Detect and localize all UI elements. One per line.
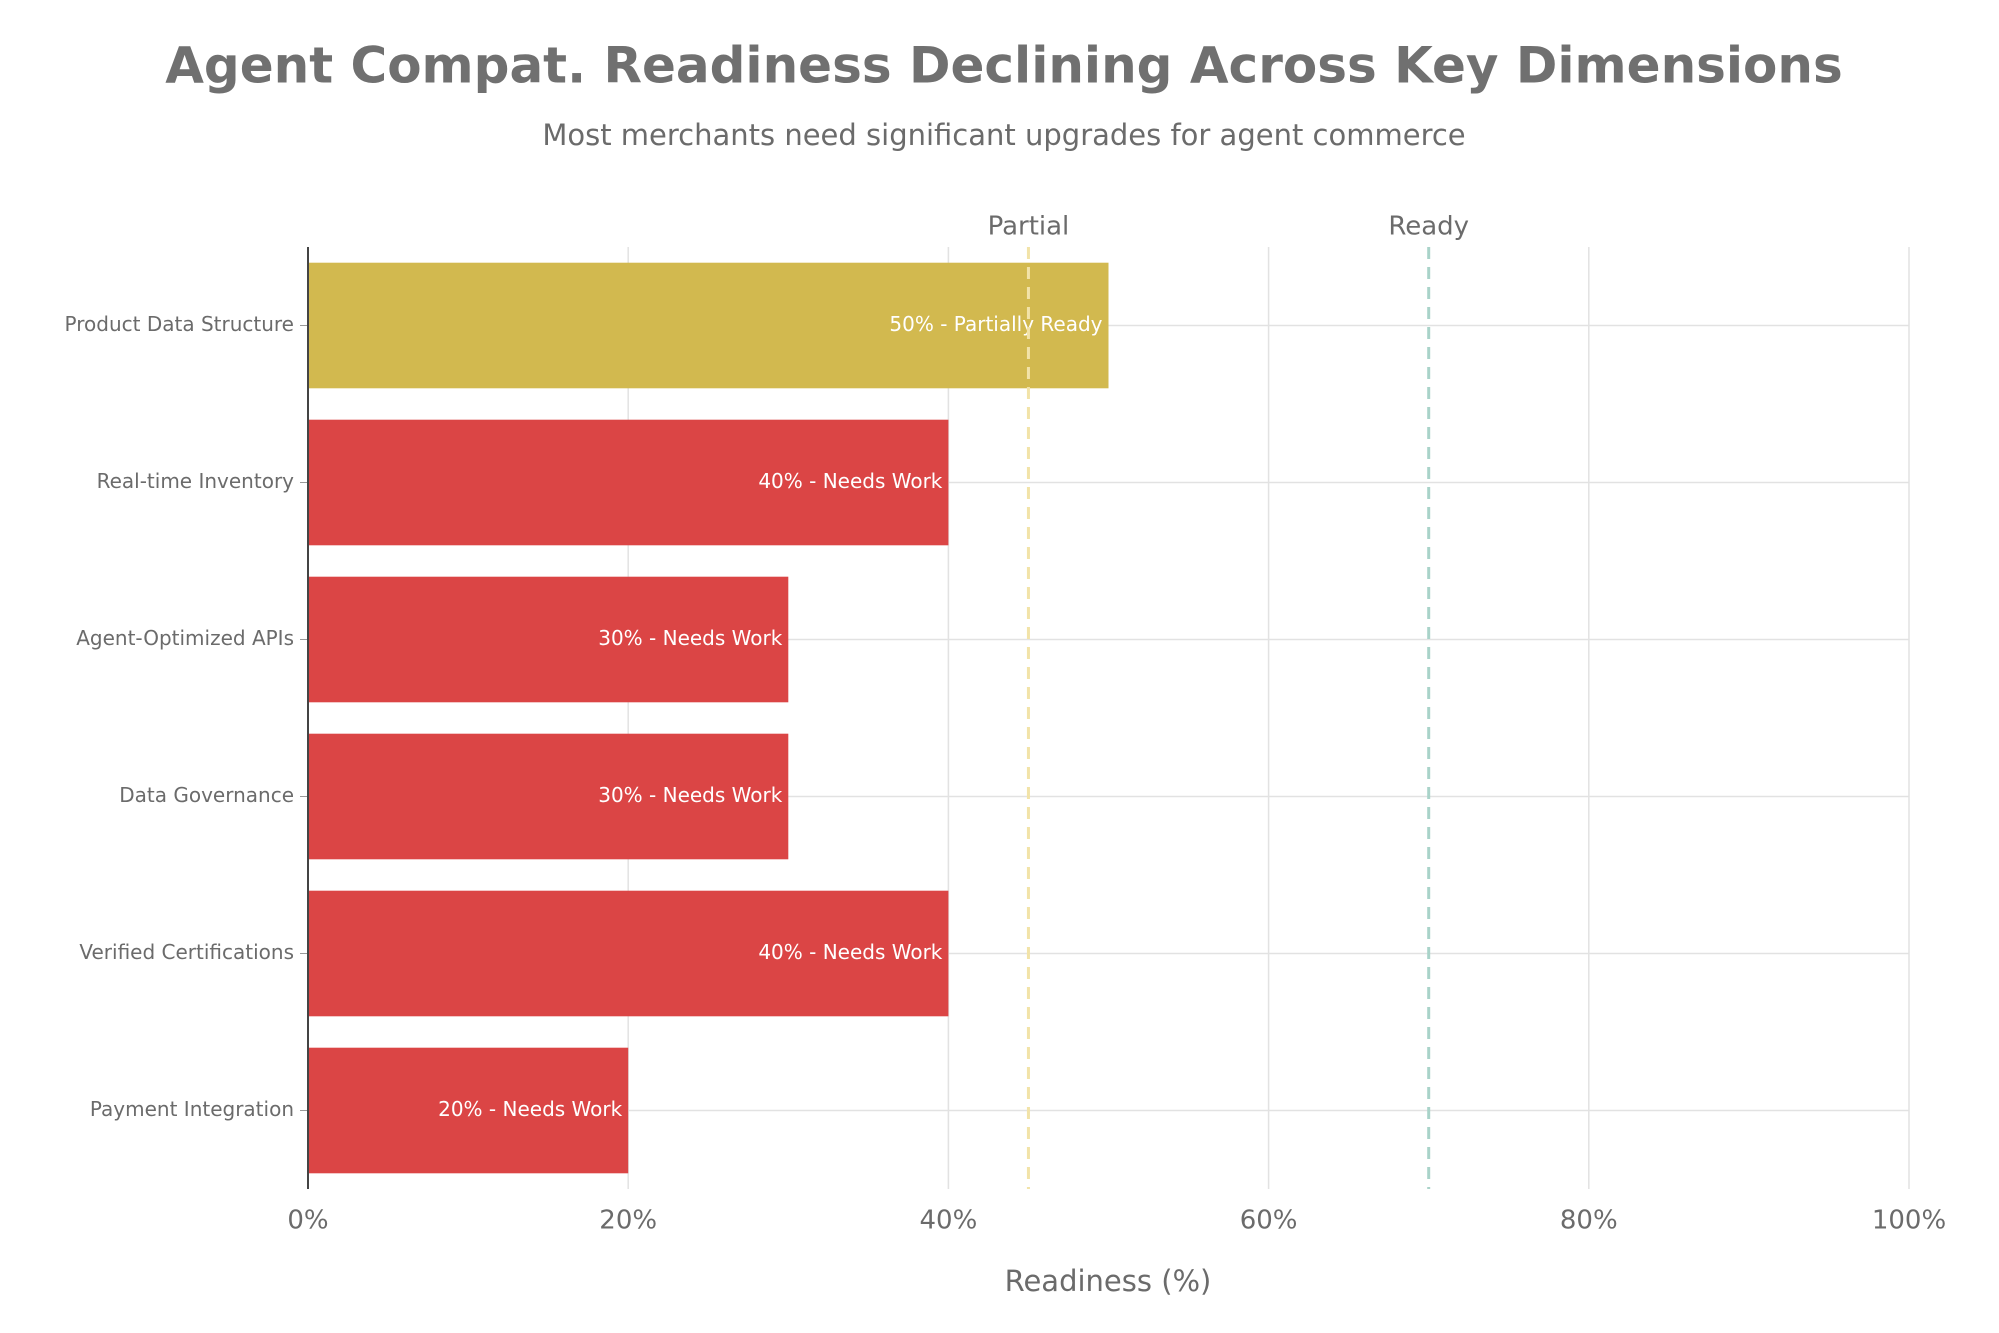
x-axis-title: Readiness (%) xyxy=(1005,1264,1212,1298)
data-label: 40% - Needs Work xyxy=(758,940,942,964)
y-tick-label: Verified Certifications xyxy=(79,940,294,964)
x-tick-label: 0% xyxy=(287,1206,328,1236)
y-tick-label: Payment Integration xyxy=(90,1097,294,1121)
data-label: 30% - Needs Work xyxy=(598,783,782,807)
data-label: 20% - Needs Work xyxy=(438,1097,622,1121)
chart-title: Agent Compat. Readiness Declining Across… xyxy=(165,37,1843,95)
data-label: 40% - Needs Work xyxy=(758,469,942,493)
bar xyxy=(308,890,949,1017)
bar xyxy=(308,262,1109,389)
data-label: 30% - Needs Work xyxy=(598,626,782,650)
x-tick-label: 20% xyxy=(599,1206,657,1236)
bar xyxy=(308,1047,629,1174)
x-tick-label: 80% xyxy=(1560,1206,1618,1236)
reference-label: Ready xyxy=(1388,212,1469,242)
bar xyxy=(308,733,789,860)
y-tick-label: Data Governance xyxy=(119,783,294,807)
y-tick-label: Product Data Structure xyxy=(65,312,294,336)
x-tick-label: 60% xyxy=(1240,1206,1298,1236)
bar xyxy=(308,419,949,546)
data-label: 50% - Partially Ready xyxy=(889,312,1102,336)
y-tick-label: Real-time Inventory xyxy=(97,469,295,493)
reference-label: Partial xyxy=(988,212,1070,242)
chart-subtitle: Most merchants need significant upgrades… xyxy=(542,118,1465,152)
bar xyxy=(308,576,789,703)
x-tick-label: 40% xyxy=(920,1206,978,1236)
y-tick-label: Agent-Optimized APIs xyxy=(76,626,294,650)
x-tick-label: 100% xyxy=(1872,1206,1946,1236)
